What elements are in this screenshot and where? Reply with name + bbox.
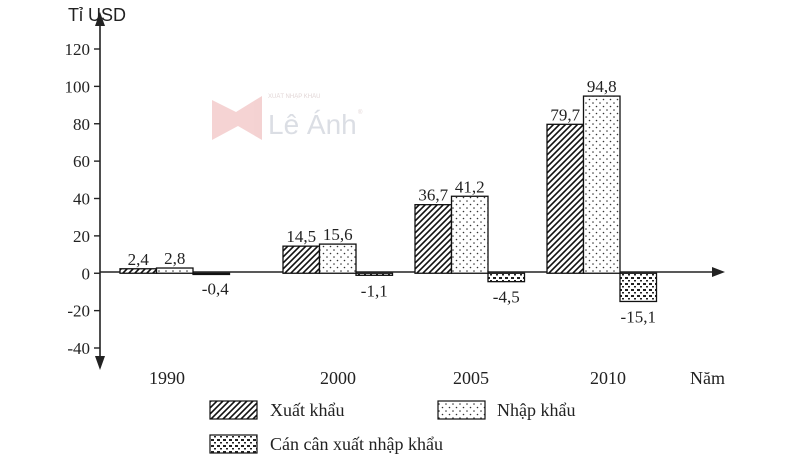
y-axis-arrow-down-icon xyxy=(95,356,105,370)
x-axis-arrow-right-icon xyxy=(712,267,725,277)
legend-label-can-can: Cán cân xuất nhập khẩu xyxy=(270,434,443,454)
y-tick-label: 60 xyxy=(73,152,90,171)
y-tick-label: 20 xyxy=(73,227,90,246)
y-tick-label: -40 xyxy=(67,339,90,358)
category-label-1990: 1990 xyxy=(149,368,185,388)
y-tick-label: 0 xyxy=(82,264,91,283)
bar-xuat-khau-2005 xyxy=(414,204,453,274)
value-label-xuat-khau-2000: 14,5 xyxy=(286,227,316,246)
legend-item-nhap-khau: Nhập khẩu xyxy=(437,400,575,420)
bar-can-can-2010 xyxy=(619,272,658,303)
watermark-tagline: XUẤT NHẬP KHẨU xyxy=(268,93,320,100)
category-label-2010: 2010 xyxy=(590,368,626,388)
legend-label-xuat-khau: Xuất khẩu xyxy=(270,400,344,420)
bar-can-can-2000 xyxy=(355,272,394,276)
y-tick-label: -20 xyxy=(67,302,90,321)
value-label-xuat-khau-1990: 2,4 xyxy=(128,250,150,269)
category-label-2000: 2000 xyxy=(320,368,356,388)
y-axis-arrow-up-icon xyxy=(95,12,105,26)
value-label-nhap-khau-1990: 2,8 xyxy=(164,249,185,268)
value-label-nhap-khau-2010: 94,8 xyxy=(587,77,617,96)
bar-nhap-khau-2000 xyxy=(318,243,357,274)
value-label-xuat-khau-2005: 36,7 xyxy=(418,186,448,205)
y-axis-title: Tỉ USD xyxy=(68,5,126,25)
bar-nhap-khau-1990 xyxy=(155,267,194,274)
legend-swatch-nhap-khau xyxy=(437,400,486,420)
bars: 2,4 2,8 -0,4 14,5 15,6 -1,1 36,7 41,2 -4,5 79,7 94… xyxy=(119,77,658,326)
bar-can-can-1990 xyxy=(192,272,231,276)
legend-swatch-can-can xyxy=(209,434,258,454)
y-tick-label: 40 xyxy=(73,190,90,209)
category-label-2005: 2005 xyxy=(453,368,489,388)
value-label-xuat-khau-2010: 79,7 xyxy=(550,105,580,124)
bar-xuat-khau-2000 xyxy=(282,245,321,274)
value-label-can-can-2000: -1,1 xyxy=(361,281,388,300)
watermark-brand: Lê Ánh xyxy=(268,109,357,140)
watermark-logo-icon xyxy=(212,96,262,140)
bar-nhap-khau-2005 xyxy=(450,195,489,274)
legend-item-xuat-khau: Xuất khẩu xyxy=(209,400,344,420)
bar-can-can-2005 xyxy=(487,272,526,283)
category-labels: 1990 2000 2005 2010 xyxy=(149,368,626,388)
legend: Xuất khẩu Nhập khẩu Cán cân xuất nhập kh… xyxy=(209,400,575,454)
legend-swatch-xuat-khau xyxy=(209,400,258,420)
bar-xuat-khau-2010 xyxy=(546,123,585,274)
x-axis-title: Năm xyxy=(690,368,725,388)
legend-item-can-can: Cán cân xuất nhập khẩu xyxy=(209,434,443,454)
y-axis-ticks: -40 -20 0 20 40 60 80 100 120 xyxy=(65,40,100,358)
watermark-mark: ® xyxy=(358,109,363,116)
bar-nhap-khau-2010 xyxy=(582,95,621,274)
legend-label-nhap-khau: Nhập khẩu xyxy=(497,400,575,420)
value-label-can-can-2010: -15,1 xyxy=(621,307,656,326)
value-label-can-can-2005: -4,5 xyxy=(493,288,520,307)
y-tick-label: 120 xyxy=(65,40,91,59)
value-label-nhap-khau-2005: 41,2 xyxy=(455,177,485,196)
watermark-logo: XUẤT NHẬP KHẨU Lê Ánh ® xyxy=(212,93,363,140)
y-tick-label: 80 xyxy=(73,115,90,134)
y-tick-label: 100 xyxy=(65,77,91,96)
y-axis xyxy=(95,12,105,370)
value-label-can-can-1990: -0,4 xyxy=(202,279,229,298)
value-label-nhap-khau-2000: 15,6 xyxy=(323,225,353,244)
bar-xuat-khau-1990 xyxy=(119,268,158,274)
